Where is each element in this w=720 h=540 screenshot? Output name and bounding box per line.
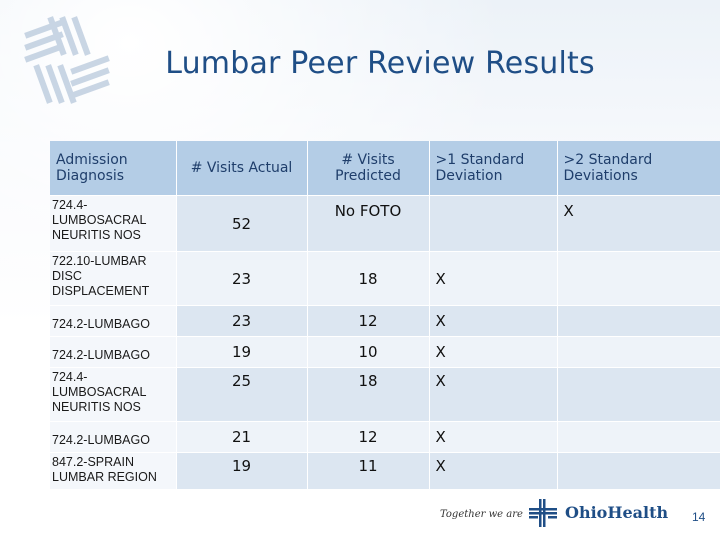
visits-predicted-cell: No FOTO <box>307 195 430 252</box>
visits-actual-cell: 19 <box>176 336 308 368</box>
header-gt1-std-dev: >1 Standard Deviation <box>429 141 558 196</box>
ohiohealth-cross-logo-icon <box>529 499 557 527</box>
gt1-std-dev-cell: X <box>429 251 558 306</box>
diagnosis-cell: 722.10-LUMBAR DISC DISPLACEMENT <box>50 251 177 306</box>
visits-actual-cell: 25 <box>176 367 308 422</box>
gt2-std-dev-cell <box>557 367 720 422</box>
visits-actual-cell: 21 <box>176 421 308 453</box>
results-table: Admission Diagnosis # Visits Actual # Vi… <box>50 141 720 489</box>
visits-predicted-cell: 12 <box>307 421 430 453</box>
visits-predicted-cell: 18 <box>307 367 430 422</box>
diagnosis-cell: 724.2-LUMBAGO <box>50 421 177 453</box>
gt2-std-dev-cell <box>557 336 720 368</box>
table-row: 847.2-SPRAIN LUMBAR REGION 19 11 X <box>50 452 720 489</box>
gt1-std-dev-cell: X <box>429 336 558 368</box>
gt1-std-dev-cell: X <box>429 367 558 422</box>
table-row: 724.2-LUMBAGO 21 12 X <box>50 421 720 453</box>
slide-title: Lumbar Peer Review Results <box>165 46 595 81</box>
gt1-std-dev-cell: X <box>429 452 558 489</box>
table-row: 722.10-LUMBAR DISC DISPLACEMENT 23 18 X <box>50 251 720 306</box>
gt2-std-dev-cell: X <box>557 195 720 252</box>
visits-actual-cell: 23 <box>176 251 308 306</box>
gt2-std-dev-cell <box>557 251 720 306</box>
diagnosis-cell: 724.2-LUMBAGO <box>50 336 177 368</box>
diagnosis-cell: 724.2-LUMBAGO <box>50 305 177 337</box>
page-number: 14 <box>692 510 706 524</box>
header-visits-actual: # Visits Actual <box>176 141 308 196</box>
diagnosis-cell: 724.4-LUMBOSACRAL NEURITIS NOS <box>50 367 177 422</box>
gt2-std-dev-cell <box>557 421 720 453</box>
diagnosis-cell: 847.2-SPRAIN LUMBAR REGION <box>50 452 177 489</box>
header-visits-predicted: # Visits Predicted <box>307 141 430 196</box>
visits-predicted-cell: 12 <box>307 305 430 337</box>
table-header-row: Admission Diagnosis # Visits Actual # Vi… <box>50 141 720 196</box>
table-row: 724.4-LUMBOSACRAL NEURITIS NOS 52 No FOT… <box>50 195 720 252</box>
gt2-std-dev-cell <box>557 452 720 489</box>
table-row: 724.4-LUMBOSACRAL NEURITIS NOS 25 18 X <box>50 367 720 422</box>
gt1-std-dev-cell: X <box>429 305 558 337</box>
visits-predicted-cell: 18 <box>307 251 430 306</box>
table-row: 724.2-LUMBAGO 23 12 X <box>50 305 720 337</box>
visits-predicted-cell: 10 <box>307 336 430 368</box>
diagnosis-cell: 724.4-LUMBOSACRAL NEURITIS NOS <box>50 195 177 252</box>
ohiohealth-watermark-icon <box>24 16 110 104</box>
visits-predicted-cell: 11 <box>307 452 430 489</box>
visits-actual-cell: 52 <box>176 195 308 252</box>
header-admission-diagnosis: Admission Diagnosis <box>50 141 177 196</box>
gt1-std-dev-cell: X <box>429 421 558 453</box>
table-row: 724.2-LUMBAGO 19 10 X <box>50 336 720 368</box>
gt2-std-dev-cell <box>557 305 720 337</box>
gt1-std-dev-cell <box>429 195 558 252</box>
footer-brand-name: OhioHealth <box>565 503 669 522</box>
visits-actual-cell: 23 <box>176 305 308 337</box>
header-gt2-std-dev: >2 Standard Deviations <box>557 141 720 196</box>
visits-actual-cell: 19 <box>176 452 308 489</box>
footer-tagline: Together we are <box>440 509 523 520</box>
